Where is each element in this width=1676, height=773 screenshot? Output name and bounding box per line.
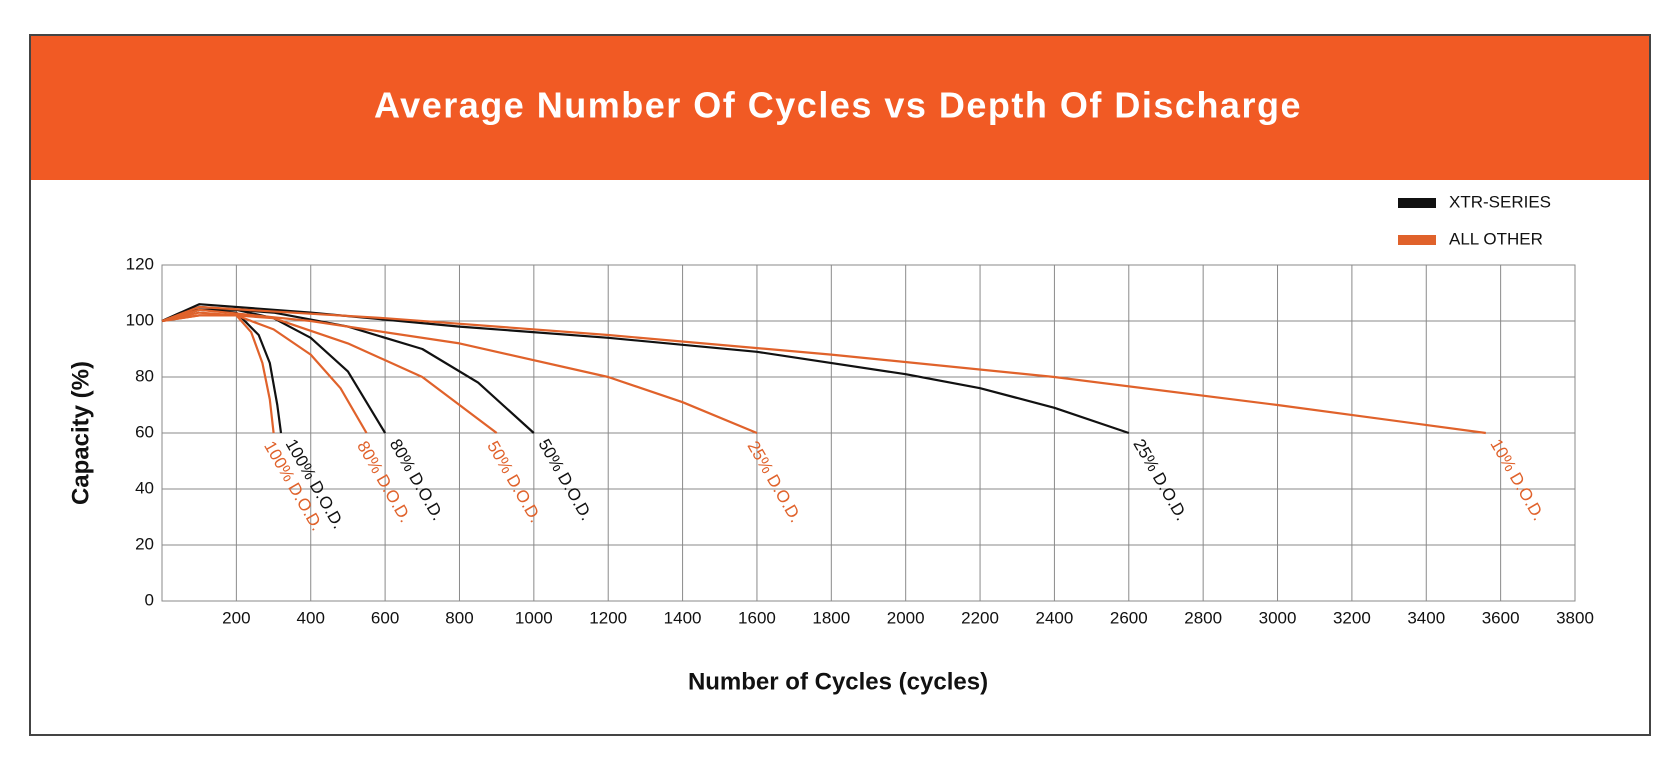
x-tick-label: 1000 — [515, 608, 553, 627]
y-tick-label: 80 — [135, 366, 154, 385]
x-tick-label: 2200 — [961, 608, 999, 627]
series-line — [161, 308, 758, 435]
x-tick-label: 1800 — [812, 608, 850, 627]
series-line — [161, 311, 498, 434]
x-axis-title: Number of Cycles (cycles) — [688, 668, 988, 695]
header-band — [31, 36, 1649, 180]
y-tick-label: 120 — [126, 254, 154, 273]
y-tick-label: 60 — [135, 422, 154, 441]
x-tick-label: 800 — [445, 608, 473, 627]
x-tick-label: 1600 — [738, 608, 776, 627]
y-tick-label: 100 — [126, 310, 154, 329]
legend-swatch — [1398, 235, 1436, 245]
x-tick-label: 3800 — [1556, 608, 1594, 627]
x-tick-label: 400 — [297, 608, 325, 627]
legend-swatch — [1398, 198, 1436, 208]
x-tick-label: 1400 — [664, 608, 702, 627]
x-tick-label: 600 — [371, 608, 399, 627]
x-tick-label: 2800 — [1184, 608, 1222, 627]
x-tick-label: 1200 — [589, 608, 627, 627]
y-tick-label: 0 — [145, 590, 154, 609]
series-line — [161, 305, 1486, 435]
chart-title: Average Number Of Cycles vs Depth Of Dis… — [374, 85, 1302, 126]
y-axis-title: Capacity (%) — [67, 361, 94, 505]
x-tick-label: 200 — [222, 608, 250, 627]
y-tick-label: 40 — [135, 478, 154, 497]
legend-label: ALL OTHER — [1449, 229, 1543, 248]
legend-label: XTR-SERIES — [1449, 192, 1551, 211]
x-tick-label: 3000 — [1259, 608, 1297, 627]
x-tick-label: 3400 — [1407, 608, 1445, 627]
x-tick-label: 2000 — [887, 608, 925, 627]
x-tick-label: 3200 — [1333, 608, 1371, 627]
x-tick-label: 2600 — [1110, 608, 1148, 627]
x-tick-label: 2400 — [1036, 608, 1074, 627]
series-line — [161, 303, 1130, 435]
series-line — [161, 314, 368, 434]
y-tick-label: 20 — [135, 534, 154, 553]
x-tick-label: 3600 — [1482, 608, 1520, 627]
